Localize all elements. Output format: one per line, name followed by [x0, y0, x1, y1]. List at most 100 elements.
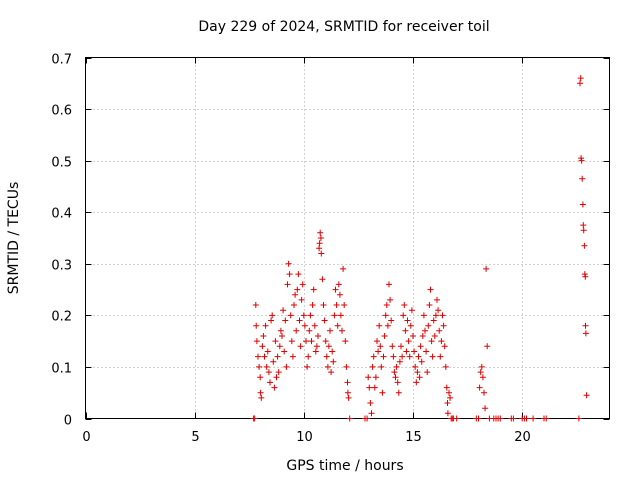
data-point [395, 389, 402, 396]
data-point [583, 392, 590, 399]
data-point [272, 338, 279, 345]
data-point [265, 369, 272, 376]
data-point [374, 338, 380, 345]
x-tick-label: 20 [514, 430, 531, 445]
data-point [477, 369, 484, 376]
data-point [304, 363, 311, 370]
data-point [301, 322, 308, 329]
data-point [295, 271, 302, 278]
data-point [388, 317, 395, 324]
data-point [417, 343, 424, 350]
data-point [324, 363, 331, 370]
data-point [293, 327, 300, 334]
y-tick-label: 0.5 [51, 156, 72, 171]
data-point [579, 175, 586, 182]
data-point [580, 222, 587, 229]
data-point [325, 343, 332, 350]
data-point [414, 369, 421, 376]
data-point [311, 322, 318, 329]
data-point [269, 312, 276, 319]
data-point [406, 353, 413, 360]
data-point [335, 281, 342, 288]
y-tick-label: 0.6 [51, 104, 72, 119]
data-point [321, 317, 328, 324]
data-point [260, 333, 267, 339]
data-point [253, 322, 260, 329]
data-point [424, 369, 431, 376]
data-point [578, 157, 585, 164]
data-point [392, 374, 399, 381]
data-point [330, 358, 337, 365]
data-point [447, 394, 454, 401]
data-point [277, 327, 284, 334]
data-point [425, 322, 432, 329]
data-point [364, 415, 371, 422]
data-point [437, 353, 444, 360]
x-tick-label: 5 [191, 430, 199, 445]
data-point [482, 405, 489, 412]
data-point [253, 338, 260, 345]
data-point [400, 312, 407, 319]
data-point [427, 286, 434, 293]
axis-ticks [85, 57, 610, 420]
data-point [479, 374, 486, 381]
data-point [292, 291, 299, 298]
data-point [367, 400, 374, 406]
data-point [453, 415, 460, 422]
chart-title: Day 229 of 2024, SRMTID for receiver toi… [198, 19, 489, 35]
data-point [275, 369, 282, 376]
data-point [261, 353, 268, 360]
data-point [343, 363, 350, 370]
data-point [403, 348, 410, 355]
data-point [419, 333, 426, 339]
data-point [298, 296, 305, 303]
y-axis-title: SRMTID / TECUs [6, 182, 22, 295]
data-point [344, 379, 351, 386]
data-point [390, 353, 397, 360]
data-point [575, 415, 582, 422]
data-point [346, 415, 353, 422]
data-point [393, 363, 400, 370]
plot-frame [85, 57, 610, 419]
data-point [405, 338, 412, 345]
data-point [289, 353, 296, 360]
data-point [288, 338, 295, 345]
y-tick-label: 0.2 [51, 310, 72, 325]
data-point [481, 389, 487, 396]
data-point [263, 363, 270, 370]
data-point [580, 227, 587, 234]
x-tick-label: 15 [405, 430, 422, 445]
data-point [285, 260, 292, 267]
data-point [300, 312, 307, 319]
y-tick-label: 0.7 [51, 53, 72, 68]
data-point [307, 312, 314, 319]
data-point [329, 348, 336, 355]
data-point [308, 338, 315, 345]
data-point [582, 322, 589, 329]
data-point [257, 374, 264, 381]
data-point [328, 369, 335, 376]
data-point [383, 302, 390, 308]
data-point [271, 384, 278, 391]
data-point [444, 400, 451, 406]
data-point [334, 322, 341, 329]
data-point [408, 307, 415, 314]
data-point [279, 333, 285, 339]
data-point [442, 363, 449, 370]
y-tick-labels: 0 0.1 0.2 0.3 0.4 0.5 0.6 0.7 [51, 53, 72, 429]
data-point [318, 250, 325, 257]
data-point [287, 312, 294, 319]
data-point [434, 296, 440, 303]
data-point [441, 343, 448, 350]
data-point [340, 265, 347, 272]
data-point [389, 343, 396, 350]
data-point [439, 312, 446, 319]
data-point [283, 363, 290, 370]
data-point [276, 343, 283, 350]
data-point [273, 374, 280, 381]
data-point [438, 338, 445, 345]
data-point [411, 348, 418, 355]
data-point [431, 333, 438, 339]
data-point [284, 281, 291, 288]
